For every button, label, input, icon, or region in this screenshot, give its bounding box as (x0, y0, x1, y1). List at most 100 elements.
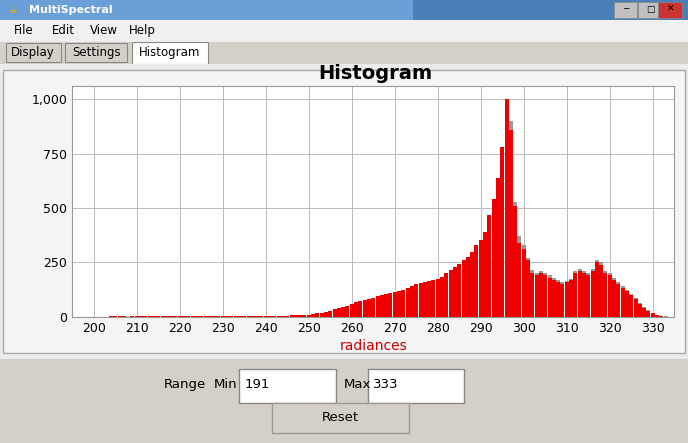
Bar (578, 271, 581, 317)
Bar (599, 262, 603, 317)
FancyBboxPatch shape (6, 43, 61, 62)
Text: MultiSpectral: MultiSpectral (29, 4, 113, 15)
Bar (504, 99, 508, 317)
Bar (413, 0, 688, 20)
Text: □: □ (646, 5, 654, 14)
Bar (638, 303, 642, 317)
Bar (0, 0, 413, 20)
Bar (642, 307, 646, 317)
Bar (603, 271, 608, 317)
Bar (522, 245, 526, 317)
Bar (612, 278, 616, 317)
Bar (251, 316, 255, 317)
Bar (303, 315, 306, 317)
Bar (131, 316, 134, 317)
Bar (221, 316, 225, 317)
Bar (298, 315, 302, 317)
Bar (143, 316, 147, 317)
Bar (328, 311, 332, 317)
Bar (573, 271, 577, 317)
Text: ☕: ☕ (8, 4, 17, 15)
Bar (561, 284, 564, 317)
Text: File: File (14, 24, 34, 37)
Bar (658, 2, 682, 18)
Bar (156, 316, 160, 317)
Bar (599, 264, 603, 317)
Text: View: View (89, 24, 118, 37)
Bar (444, 273, 449, 317)
Bar (324, 312, 328, 317)
Bar (444, 273, 449, 317)
Bar (475, 245, 478, 317)
Bar (178, 316, 182, 317)
Bar (436, 279, 440, 317)
Bar (264, 316, 268, 317)
Bar (114, 316, 117, 317)
Bar (487, 214, 491, 317)
Bar (569, 280, 573, 317)
Bar (659, 316, 663, 317)
Bar (608, 276, 612, 317)
Text: 333: 333 (373, 377, 398, 391)
Text: Histogram: Histogram (139, 46, 201, 59)
Bar (475, 245, 478, 317)
Bar (358, 301, 363, 317)
Bar (423, 282, 427, 317)
Bar (341, 307, 345, 317)
Bar (311, 314, 315, 317)
Bar (500, 147, 504, 317)
Bar (539, 271, 543, 317)
Bar (401, 290, 405, 317)
Bar (315, 314, 319, 317)
Bar (530, 270, 535, 317)
Bar (526, 258, 530, 317)
Bar (114, 316, 117, 317)
FancyBboxPatch shape (239, 369, 336, 403)
Bar (458, 264, 461, 317)
Bar (539, 273, 543, 317)
Bar (470, 252, 474, 317)
Bar (414, 284, 418, 317)
Bar (634, 299, 638, 317)
Bar (418, 283, 422, 317)
Bar (221, 316, 225, 317)
Bar (552, 280, 556, 317)
Bar (363, 300, 367, 317)
Bar (165, 316, 169, 317)
Bar (332, 309, 336, 317)
Bar (290, 315, 294, 317)
FancyBboxPatch shape (65, 43, 127, 62)
Bar (630, 295, 633, 317)
Bar (139, 316, 143, 317)
Bar (513, 202, 517, 317)
Bar (165, 316, 169, 317)
Bar (449, 270, 453, 317)
Bar (195, 316, 199, 317)
Text: Histogram: Histogram (318, 64, 432, 82)
Bar (281, 316, 285, 317)
Bar (410, 286, 414, 317)
Bar (590, 269, 594, 317)
Bar (612, 280, 616, 317)
Bar (178, 316, 182, 317)
Bar (401, 290, 405, 317)
Bar (616, 284, 621, 317)
Bar (414, 284, 418, 317)
Bar (582, 271, 586, 317)
Bar (479, 240, 483, 317)
Bar (603, 273, 608, 317)
Bar (272, 316, 277, 317)
Bar (427, 281, 431, 317)
Bar (621, 286, 625, 317)
Bar (397, 291, 401, 317)
Bar (509, 130, 513, 317)
Bar (389, 293, 392, 317)
Bar (492, 199, 495, 317)
Bar (647, 311, 650, 317)
Bar (621, 288, 625, 317)
Bar (544, 273, 547, 317)
Bar (294, 315, 298, 317)
Bar (337, 308, 341, 317)
Bar (492, 199, 495, 317)
Text: Help: Help (129, 24, 156, 37)
